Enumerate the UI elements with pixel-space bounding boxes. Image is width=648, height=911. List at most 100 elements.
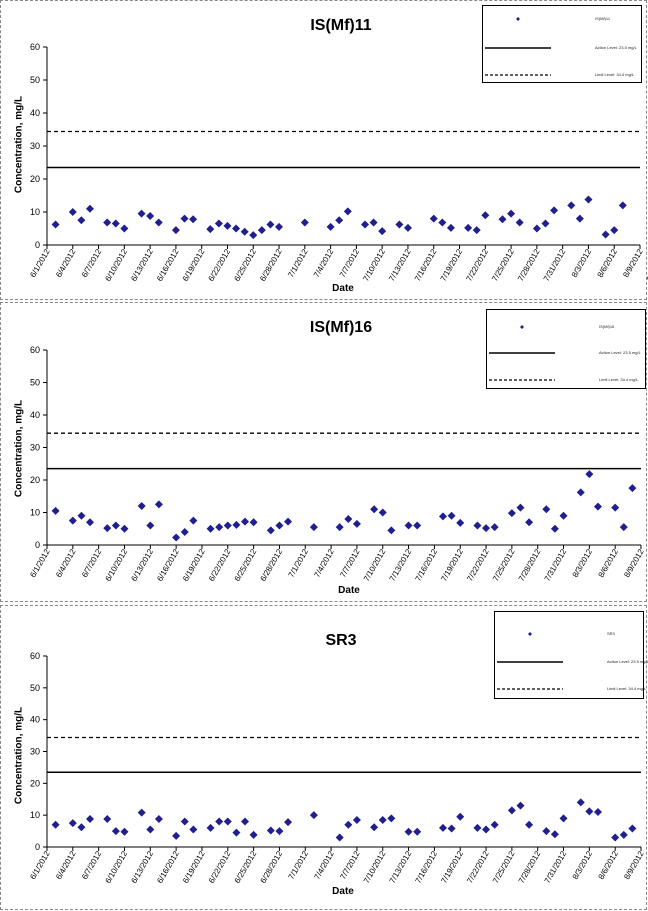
data-point xyxy=(284,517,293,526)
x-tick-label: 7/25/2012 xyxy=(490,247,516,283)
x-tick-label: 7/19/2012 xyxy=(439,247,465,283)
data-point xyxy=(172,533,181,542)
data-point xyxy=(68,516,77,525)
data-point xyxy=(550,206,559,215)
data-point xyxy=(309,523,318,532)
data-point xyxy=(309,811,318,820)
y-tick-label: 40 xyxy=(30,410,40,420)
data-point xyxy=(51,820,60,829)
y-tick-label: 50 xyxy=(30,378,40,388)
x-tick-label: 7/1/2012 xyxy=(286,247,310,279)
data-point xyxy=(576,488,585,497)
legend-item-limit: Limit Level: 34.4 mg/L xyxy=(487,375,645,385)
diamond-marker-icon xyxy=(528,632,532,636)
solid-line-icon xyxy=(497,661,563,663)
data-point xyxy=(180,528,189,536)
data-point xyxy=(214,219,223,228)
data-point xyxy=(403,223,412,232)
data-point xyxy=(369,218,378,227)
data-point xyxy=(438,218,447,227)
data-point xyxy=(241,817,249,826)
y-tick-label: 50 xyxy=(30,683,40,693)
data-point xyxy=(51,220,60,229)
data-point xyxy=(284,818,293,827)
dashed-line-icon xyxy=(489,379,555,381)
data-point xyxy=(490,523,499,532)
x-tick-label: 7/28/2012 xyxy=(517,849,543,885)
y-tick-label: 30 xyxy=(30,141,40,151)
x-tick-label: 6/19/2012 xyxy=(181,849,207,885)
x-tick-label: 7/7/2012 xyxy=(338,547,362,579)
y-tick-label: 0 xyxy=(35,540,40,550)
data-point xyxy=(343,207,352,216)
data-point xyxy=(249,518,258,527)
data-point xyxy=(507,806,516,815)
y-axis-label: Concentration, mg/L xyxy=(13,95,25,194)
data-point xyxy=(111,219,120,228)
data-point xyxy=(68,208,77,216)
x-tick-label: 7/4/2012 xyxy=(312,247,336,279)
data-point xyxy=(146,211,155,220)
data-point xyxy=(404,521,413,530)
chart-panel-1: 0 10 20 30 40 50 60 6/1/2012 6/4/2012 6/7/2012 6/1… xyxy=(0,0,648,300)
data-point xyxy=(257,226,266,235)
data-point xyxy=(111,827,120,836)
y-tick-label: 20 xyxy=(30,778,40,788)
x-tick-label: 6/16/2012 xyxy=(155,849,181,885)
x-tick-label: 6/4/2012 xyxy=(54,849,78,881)
x-tick-label: 8/6/2012 xyxy=(597,849,621,881)
data-point xyxy=(585,807,594,816)
x-tick-label: 8/3/2012 xyxy=(570,247,594,279)
y-tick-label: 0 xyxy=(35,842,40,852)
data-point xyxy=(86,814,95,823)
data-point xyxy=(490,820,499,829)
data-point xyxy=(585,470,594,479)
data-point xyxy=(86,518,95,527)
x-tick-label: 6/1/2012 xyxy=(28,547,52,579)
data-point xyxy=(567,201,576,210)
x-tick-label: 8/9/2012 xyxy=(622,849,646,881)
legend-item-limit: Limit Level: 34.4 mg/L xyxy=(483,70,641,80)
x-tick-label: 6/10/2012 xyxy=(104,547,130,583)
data-point xyxy=(146,521,155,530)
legend-item-series: IS(Mf)11 xyxy=(483,14,641,24)
data-point xyxy=(335,523,344,532)
x-tick-label: 7/10/2012 xyxy=(362,849,388,885)
data-point xyxy=(215,817,224,826)
x-tick-label: 7/22/2012 xyxy=(465,547,491,583)
legend-item-action: Action Level: 23.5 mg/L xyxy=(495,657,648,667)
data-point xyxy=(370,823,379,832)
data-point xyxy=(137,209,146,218)
x-tick-label: 8/6/2012 xyxy=(597,547,621,579)
data-point xyxy=(611,503,620,512)
x-tick-label: 7/10/2012 xyxy=(362,547,388,583)
x-axis-label: Date xyxy=(332,886,354,897)
chart-title: IS(Mf)16 xyxy=(309,319,373,336)
data-point xyxy=(473,521,482,530)
x-tick-label: 7/1/2012 xyxy=(287,849,311,881)
data-point xyxy=(628,484,637,493)
data-point xyxy=(576,798,585,807)
legend-label: Limit Level: 34.4 mg/L xyxy=(607,686,647,691)
data-point xyxy=(137,808,146,817)
data-point xyxy=(249,231,258,240)
data-point xyxy=(352,519,361,528)
x-tick-label: 6/7/2012 xyxy=(80,247,104,279)
data-point xyxy=(387,526,396,535)
legend-item-series: SR3 xyxy=(495,629,643,639)
data-point xyxy=(111,521,120,530)
data-point xyxy=(481,211,490,220)
data-point xyxy=(223,817,232,826)
data-point xyxy=(472,226,481,235)
dashed-line-icon xyxy=(497,688,563,690)
x-tick-label: 6/25/2012 xyxy=(233,849,259,885)
y-tick-label: 10 xyxy=(30,810,40,820)
data-point xyxy=(584,195,593,204)
data-point xyxy=(189,215,198,224)
legend-label: Limit Level: 34.4 mg/L xyxy=(595,72,635,77)
legend-label: Action Level: 23.5 mg/L xyxy=(607,659,648,664)
data-point xyxy=(344,515,353,523)
data-point xyxy=(559,814,568,823)
x-axis-label: Date xyxy=(332,283,354,294)
